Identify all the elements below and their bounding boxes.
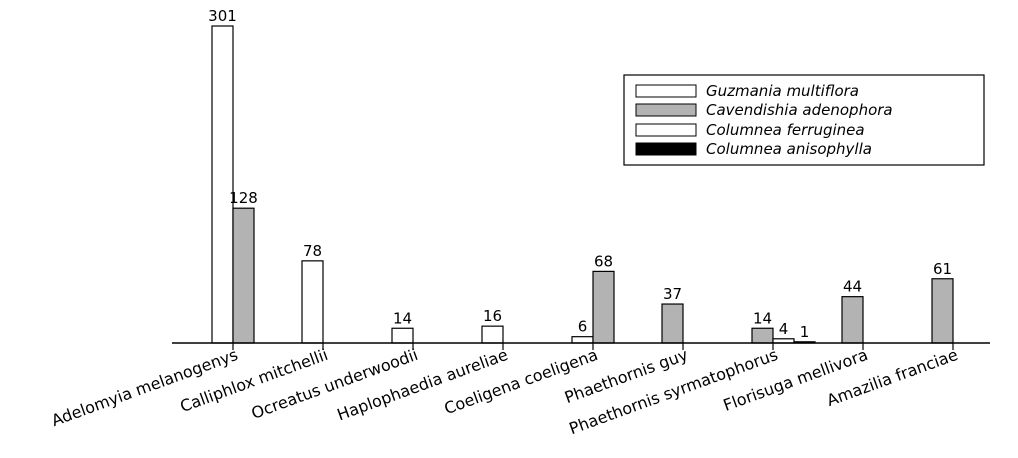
value-label-guzmania-multiflora-haplophaedia-aureliae: 16 (483, 307, 502, 325)
bar-cavendishia-adenophora-coeligena-coeligena (592, 270, 615, 344)
bar-cavendishia-adenophora-phaethornis-guy (661, 303, 684, 344)
bar-cavendishia-adenophora-phaethornis-syrmatophorus (751, 327, 774, 344)
bar-cavendishia-adenophora-florisuga-mellivora (841, 296, 864, 344)
legend-label-anisophylla: Columnea anisophylla (706, 140, 872, 158)
bars-layer (211, 25, 954, 344)
value-label-guzmania-multiflora-coeligena-coeligena: 6 (578, 318, 588, 336)
bar-guzmania-multiflora-adelomyia-melanogenys (211, 25, 234, 344)
legend-swatch-cavendishia (635, 103, 697, 117)
bar-cavendishia-adenophora-adelomyia-melanogenys (232, 207, 255, 344)
legend-label-guzmania: Guzmania multiflora (706, 82, 859, 100)
value-label-guzmania-multiflora-adelomyia-melanogenys: 301 (208, 7, 237, 25)
value-label-cavendishia-adenophora-amazilia-franciae: 61 (933, 260, 952, 278)
value-label-guzmania-multiflora-ocreatus-underwoodii: 14 (393, 309, 412, 327)
bar-guzmania-multiflora-calliphlox-mitchellii (301, 260, 324, 344)
legend-label-cavendishia: Cavendishia adenophora (706, 101, 893, 119)
bar-guzmania-multiflora-ocreatus-underwoodii (391, 327, 414, 344)
category-label-coeligena-coeligena: Coeligena coeligena (442, 345, 601, 418)
legend-swatch-guzmania (635, 84, 697, 98)
legend-swatch-anisophylla (635, 142, 697, 156)
legend: Guzmania multiflora Cavendishia adenopho… (623, 74, 985, 166)
legend-label-ferruginea: Columnea ferruginea (706, 121, 865, 139)
value-label-guzmania-multiflora-calliphlox-mitchellii: 78 (303, 242, 322, 260)
value-label-cavendishia-adenophora-florisuga-mellivora: 44 (843, 278, 862, 296)
bar-guzmania-multiflora-coeligena-coeligena (571, 336, 594, 344)
value-label-cavendishia-adenophora-adelomyia-melanogenys: 128 (229, 189, 258, 207)
bar-guzmania-multiflora-haplophaedia-aureliae (481, 325, 504, 344)
value-label-columnea-ferruginea-phaethornis-syrmatophorus: 4 (779, 320, 789, 338)
value-label-columnea-anisophylla-phaethornis-syrmatophorus: 1 (800, 323, 810, 341)
value-label-cavendishia-adenophora-phaethornis-guy: 37 (663, 285, 682, 303)
value-label-cavendishia-adenophora-phaethornis-syrmatophorus: 14 (753, 309, 772, 327)
legend-swatch-ferruginea (635, 123, 697, 137)
value-label-cavendishia-adenophora-coeligena-coeligena: 68 (594, 252, 613, 270)
bar-cavendishia-adenophora-amazilia-franciae (931, 278, 954, 344)
